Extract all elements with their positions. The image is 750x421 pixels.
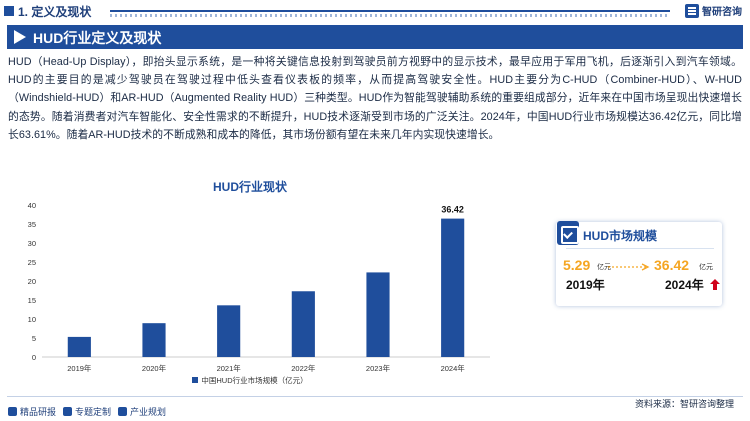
y-tick-label: 40 <box>28 201 36 210</box>
y-tick-label: 35 <box>28 220 36 229</box>
card-divider <box>566 248 714 249</box>
bar <box>366 272 390 357</box>
section-title: 1. 定义及现状 <box>18 5 92 19</box>
chart-title: HUD行业现状 <box>213 180 287 194</box>
tag-icon <box>118 407 128 416</box>
bar <box>142 323 166 357</box>
brand-name: 智研咨询 <box>702 7 742 18</box>
bar <box>441 218 465 357</box>
top-header: 1. 定义及现状 智研咨询 <box>0 0 750 22</box>
up-arrow-icon <box>710 279 720 290</box>
end-year: 2024年 <box>665 278 704 292</box>
data-label: 36.42 <box>441 205 464 215</box>
y-tick-label: 30 <box>28 239 36 248</box>
source-note: 资料来源：智研咨询整理 <box>634 399 734 409</box>
header-dotted-rule <box>110 14 670 17</box>
brand: 智研咨询 <box>685 3 742 18</box>
definition-paragraph: HUD（Head-Up Display），即抬头显示系统，是一种将关键信息投射到… <box>8 56 742 141</box>
x-tick-label: 2022年 <box>291 363 316 373</box>
y-tick-label: 10 <box>28 315 36 324</box>
x-tick-label: 2023年 <box>366 363 391 373</box>
footer-rule <box>7 396 743 397</box>
y-tick-label: 25 <box>28 258 36 267</box>
bar-chart: 0 5 10 15 20 25 30 35 40 2019年 2020年 2021年 2022年 2023… <box>28 201 490 373</box>
bar <box>291 291 315 357</box>
x-tick-label: 2019年 <box>67 363 92 373</box>
brand-logo-icon <box>685 3 699 18</box>
footer-tag: 精品研报 <box>20 407 57 417</box>
legend-swatch <box>192 377 199 383</box>
x-tick-label: 2021年 <box>217 363 242 373</box>
x-tick-label: 2024年 <box>441 363 466 373</box>
market-size-card <box>556 222 722 306</box>
footer-tag: 产业规划 <box>130 407 167 417</box>
tag-icon <box>63 407 73 416</box>
footer-tags: 精品研报 专题定制 产业规划 <box>8 405 170 418</box>
start-year: 2019年 <box>566 278 605 292</box>
play-arrow-icon <box>14 30 26 44</box>
y-tick-label: 20 <box>28 277 36 286</box>
header-rule <box>110 10 670 12</box>
banner-title: HUD行业定义及现状 <box>33 30 162 46</box>
chart-legend: 中国HUD行业市场规模（亿元） <box>0 375 500 386</box>
y-tick-label: 0 <box>32 353 36 362</box>
section-marker <box>4 6 14 16</box>
y-tick-label: 5 <box>32 334 36 343</box>
end-unit: 亿元 <box>699 264 713 271</box>
end-value: 36.42 <box>654 257 690 273</box>
check-icon <box>557 221 579 245</box>
bar <box>67 336 91 357</box>
x-tick-label: 2020年 <box>142 363 167 373</box>
title-banner: HUD行业定义及现状 <box>7 25 743 49</box>
bar <box>217 305 241 357</box>
y-tick-label: 15 <box>28 296 36 305</box>
tag-icon <box>8 407 17 416</box>
footer-tag: 专题定制 <box>75 407 112 417</box>
card-title: HUD市场规模 <box>583 229 657 243</box>
start-unit: 亿元 <box>597 264 611 271</box>
dashed-arrow-icon <box>608 263 650 271</box>
legend-label: 中国HUD行业市场规模（亿元） <box>201 376 308 385</box>
start-value: 5.29 <box>563 257 591 273</box>
